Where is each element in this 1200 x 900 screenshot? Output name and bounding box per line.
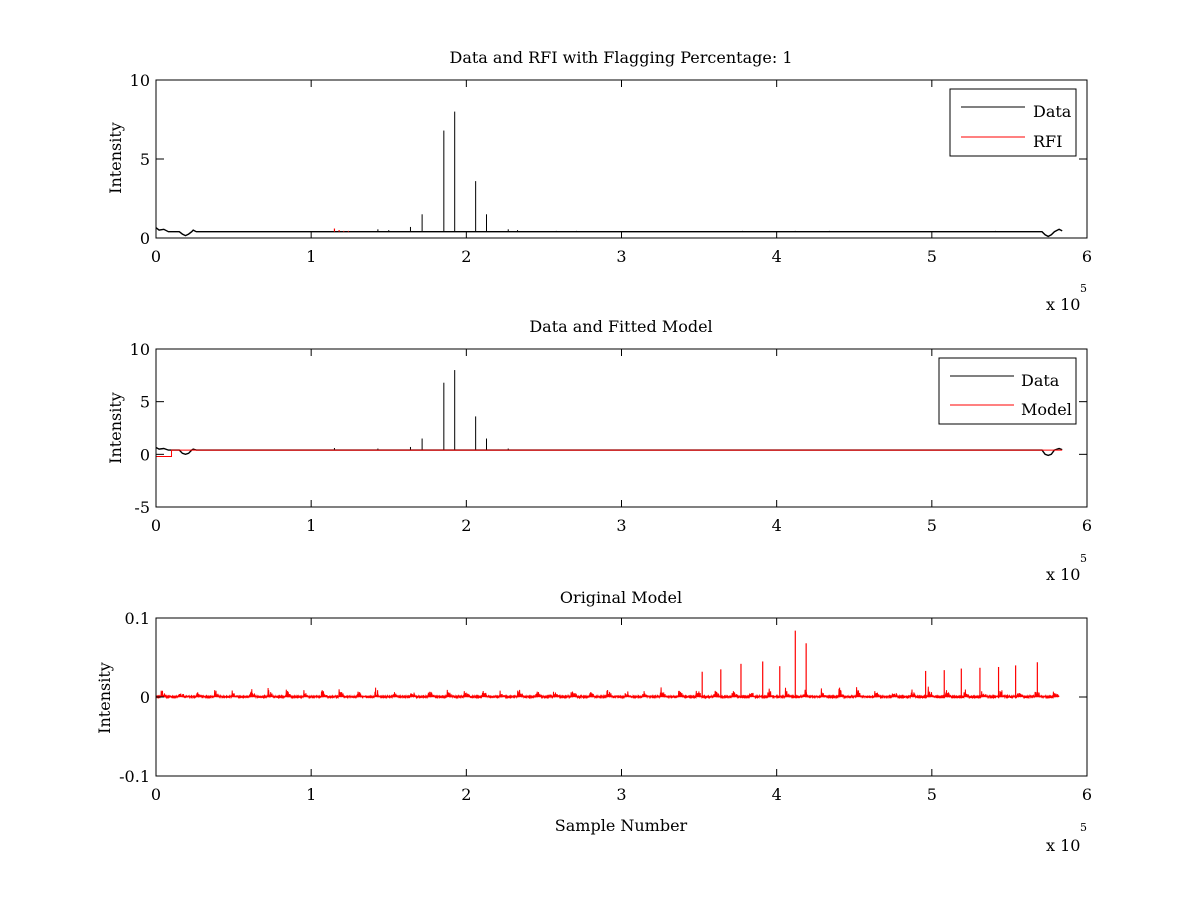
x-tick-label: 3: [616, 247, 626, 266]
rfi-flagging-panel: Data and RFI with Flagging Percentage: 1…: [106, 48, 1092, 314]
x-tick-label: 1: [306, 516, 316, 535]
x-tick-label: 1: [306, 247, 316, 266]
x-tick-label: 0: [151, 247, 161, 266]
data-baseline: [155, 227, 1063, 238]
svg-text:x 10: x 10: [1046, 836, 1080, 855]
y-tick-label: 10: [130, 71, 150, 90]
y-tick-label: 0: [140, 688, 150, 707]
x-tick-label: 4: [772, 516, 782, 535]
svg-text:5: 5: [1080, 821, 1087, 834]
x-tick-label: 0: [151, 516, 161, 535]
y-tick-label: 10: [130, 340, 150, 359]
svg-text:x 10: x 10: [1046, 295, 1080, 314]
fitted-model-panel: Data and Fitted Model Intensity 0 1 2 3 4 5 6 -…: [106, 317, 1092, 584]
x-tick-label: 3: [616, 516, 626, 535]
x-tick-label: 0: [151, 785, 161, 804]
x-tick-label: 5: [927, 785, 937, 804]
x-tick-label: 6: [1082, 516, 1092, 535]
x-multiplier: x 10 5: [1046, 282, 1087, 314]
svg-text:x 10: x 10: [1046, 565, 1080, 584]
y-tick-label: 0: [140, 229, 150, 248]
x-tick-label: 4: [772, 785, 782, 804]
data-baseline: [155, 446, 1063, 457]
y-tick-label: 0.1: [125, 609, 150, 628]
x-tick-label: 6: [1082, 785, 1092, 804]
legend: Data Model: [938, 357, 1077, 425]
y-tick-label: 5: [140, 150, 150, 169]
y-tick-label: -5: [134, 498, 150, 517]
x-multiplier: x 10 5: [1046, 552, 1087, 584]
legend: Data RFI: [949, 88, 1077, 157]
y-tick-label: 5: [140, 393, 150, 412]
x-tick-label: 2: [461, 516, 471, 535]
x-tick-label: 6: [1082, 247, 1092, 266]
legend-label-rfi: RFI: [1033, 132, 1062, 151]
x-multiplier: x 10 5: [1046, 821, 1087, 855]
y-axis-label: Intensity: [106, 392, 125, 464]
legend-label-model: Model: [1021, 400, 1072, 419]
y-axis-label: Intensity: [95, 662, 114, 734]
y-tick-label: 0: [140, 445, 150, 464]
panel-title: Data and Fitted Model: [529, 317, 712, 336]
legend-label-data: Data: [1033, 102, 1072, 121]
panel-title: Data and RFI with Flagging Percentage: 1: [449, 48, 792, 67]
x-tick-label: 4: [772, 247, 782, 266]
x-tick-label: 2: [461, 247, 471, 266]
y-tick-label: -0.1: [119, 767, 150, 786]
x-axis-label: Sample Number: [555, 816, 688, 835]
legend-label-data: Data: [1021, 371, 1060, 390]
x-tick-label: 1: [306, 785, 316, 804]
panel-title: Original Model: [560, 588, 682, 607]
y-axis-label: Intensity: [106, 122, 125, 194]
model-trace: [155, 686, 1060, 700]
x-tick-label: 3: [616, 785, 626, 804]
svg-text:5: 5: [1080, 552, 1087, 565]
x-tick-label: 5: [927, 516, 937, 535]
original-model-panel: Original Model Intensity 0 1 2 3 4 5 6-0.100.1…: [95, 588, 1092, 855]
svg-text:5: 5: [1080, 282, 1087, 295]
x-tick-label: 5: [927, 247, 937, 266]
x-tick-label: 2: [461, 785, 471, 804]
